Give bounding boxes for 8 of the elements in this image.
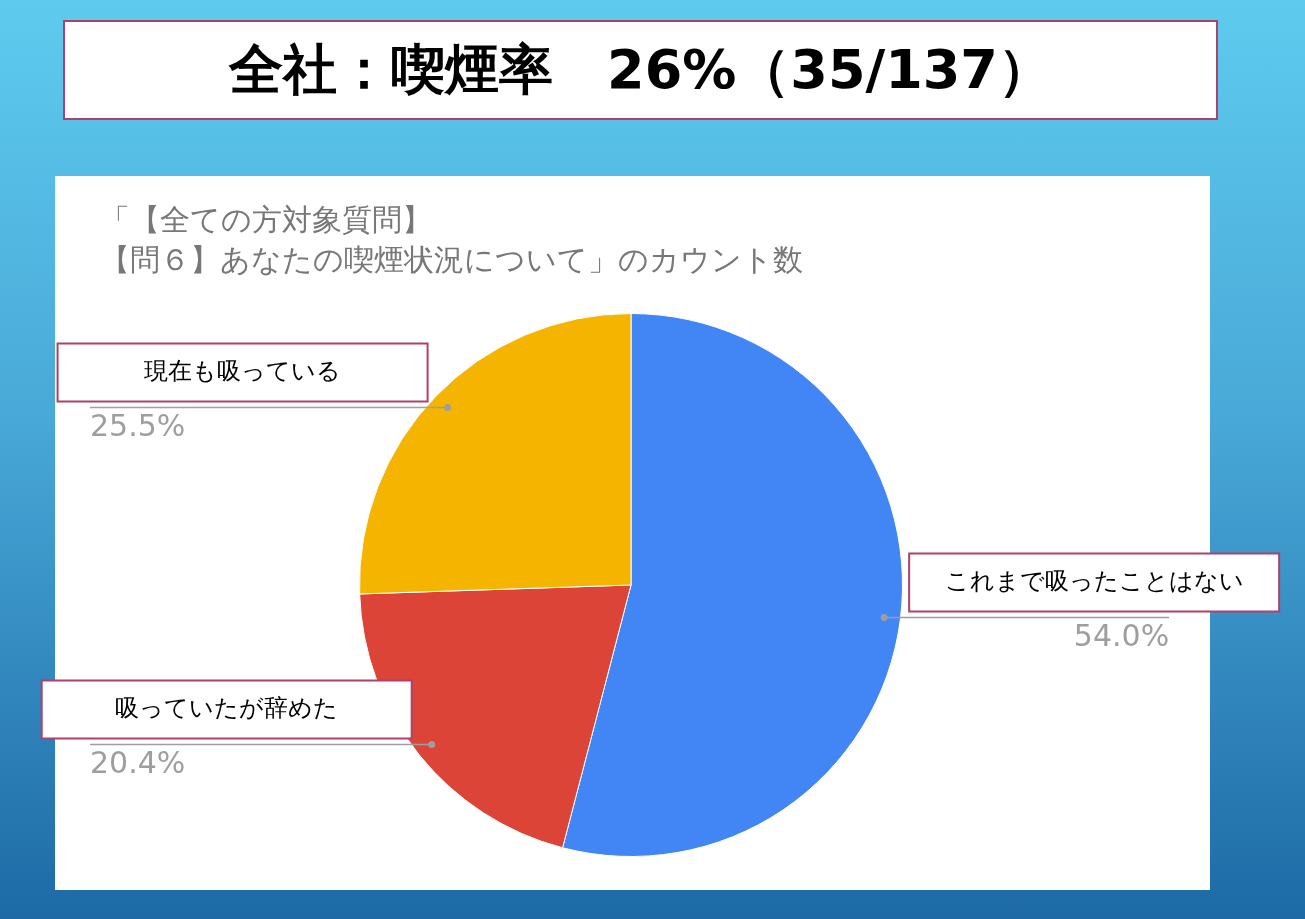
slice-label: これまで吸ったことはない <box>944 566 1244 595</box>
slice-label: 吸っていたが辞めた <box>115 693 339 722</box>
chart-title: 全社：喫煙率 26%（35/137） <box>63 20 1218 120</box>
slice-label: 現在も吸っている <box>144 356 342 385</box>
data-label: 20.4% <box>90 745 186 781</box>
data-label: 25.5% <box>90 408 186 444</box>
data-label: 54.0% <box>1073 618 1170 654</box>
chart-subtitle: 「【全ての方対象質問】【問６】あなたの喫煙状況について」のカウント数 <box>100 202 803 277</box>
